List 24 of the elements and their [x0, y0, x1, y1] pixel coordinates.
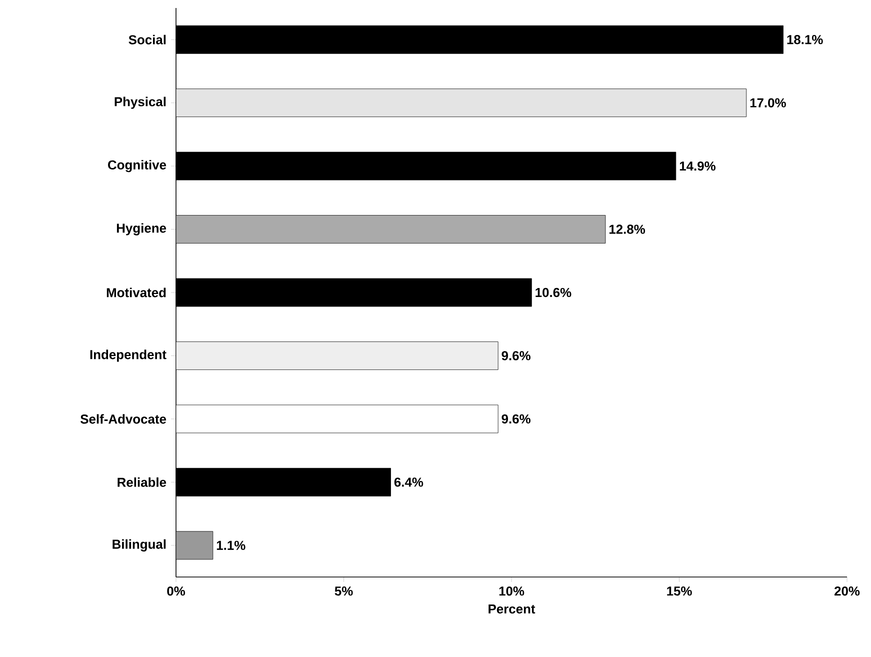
x-tick-label: 10%	[499, 586, 524, 596]
x-axis-title: Percent	[488, 604, 536, 614]
data-label: 12.8%	[609, 224, 646, 234]
data-label: 9.6%	[502, 414, 530, 424]
data-label: 17.0%	[750, 98, 786, 108]
x-tick-label: 5%	[334, 586, 353, 596]
data-label: 6.4%	[394, 478, 424, 487]
x-tick-label: 15%	[667, 586, 692, 596]
y-tick-label: Physical	[114, 96, 166, 109]
y-tick-label: Hygiene	[116, 223, 166, 236]
data-label: 10.6%	[536, 288, 572, 298]
x-tick-label: 0%	[167, 586, 186, 596]
y-tick-label: Independent	[90, 350, 166, 362]
y-tick-label: Motivated	[106, 288, 166, 298]
x-tick-label: 20%	[834, 586, 860, 596]
y-tick-label: Cognitive	[108, 160, 166, 172]
y-tick-label: Self-Advocate	[80, 414, 166, 424]
data-label: 9.6%	[502, 351, 530, 360]
y-tick-label: Social	[128, 34, 166, 44]
y-tick-label: Bilingual	[112, 539, 166, 552]
y-tick-label: Reliable	[118, 477, 166, 487]
data-label: 1.1%	[216, 540, 246, 550]
data-label: 14.9%	[680, 161, 716, 171]
data-label: 18.1%	[787, 35, 823, 44]
